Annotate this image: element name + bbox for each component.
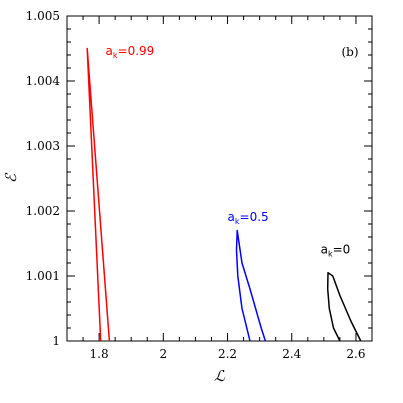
series-label-1: ak=0.5 xyxy=(228,210,269,226)
series-layer xyxy=(86,47,362,342)
x-tick-label: 2.2 xyxy=(218,347,237,361)
x-tick-label: 2.4 xyxy=(282,347,301,361)
y-tick-label: 1.005 xyxy=(26,9,60,23)
y-tick-label: 1.004 xyxy=(26,74,61,88)
series-line-1 xyxy=(235,229,267,342)
x-tick-label: 2.6 xyxy=(346,347,365,361)
series-label-2: ak=0 xyxy=(321,242,351,258)
panel-label: (b) xyxy=(341,45,358,59)
x-tick-label: 1.8 xyxy=(90,347,109,361)
y-tick-label: 1.001 xyxy=(26,269,60,283)
x-axis-label: ℒ xyxy=(214,367,226,385)
series-label-0: ak=0.99 xyxy=(106,44,155,60)
x-tick-label: 2 xyxy=(159,347,167,361)
y-axis-label: ℰ xyxy=(2,172,20,183)
y-tick-label: 1.003 xyxy=(26,139,60,153)
y-tick-label: 1 xyxy=(52,334,60,348)
y-tick-label: 1.002 xyxy=(26,204,60,218)
series-line-0 xyxy=(86,47,111,342)
series-line-2 xyxy=(326,271,362,342)
plot-frame xyxy=(66,15,373,342)
labels-layer: ak=0.99 ak=0.5 ak=0 xyxy=(106,44,351,258)
axis-ticks: 1.8 2 2.2 2.4 2.6 1 1.001 1.002 1.003 1.004 1.005 xyxy=(26,9,373,361)
